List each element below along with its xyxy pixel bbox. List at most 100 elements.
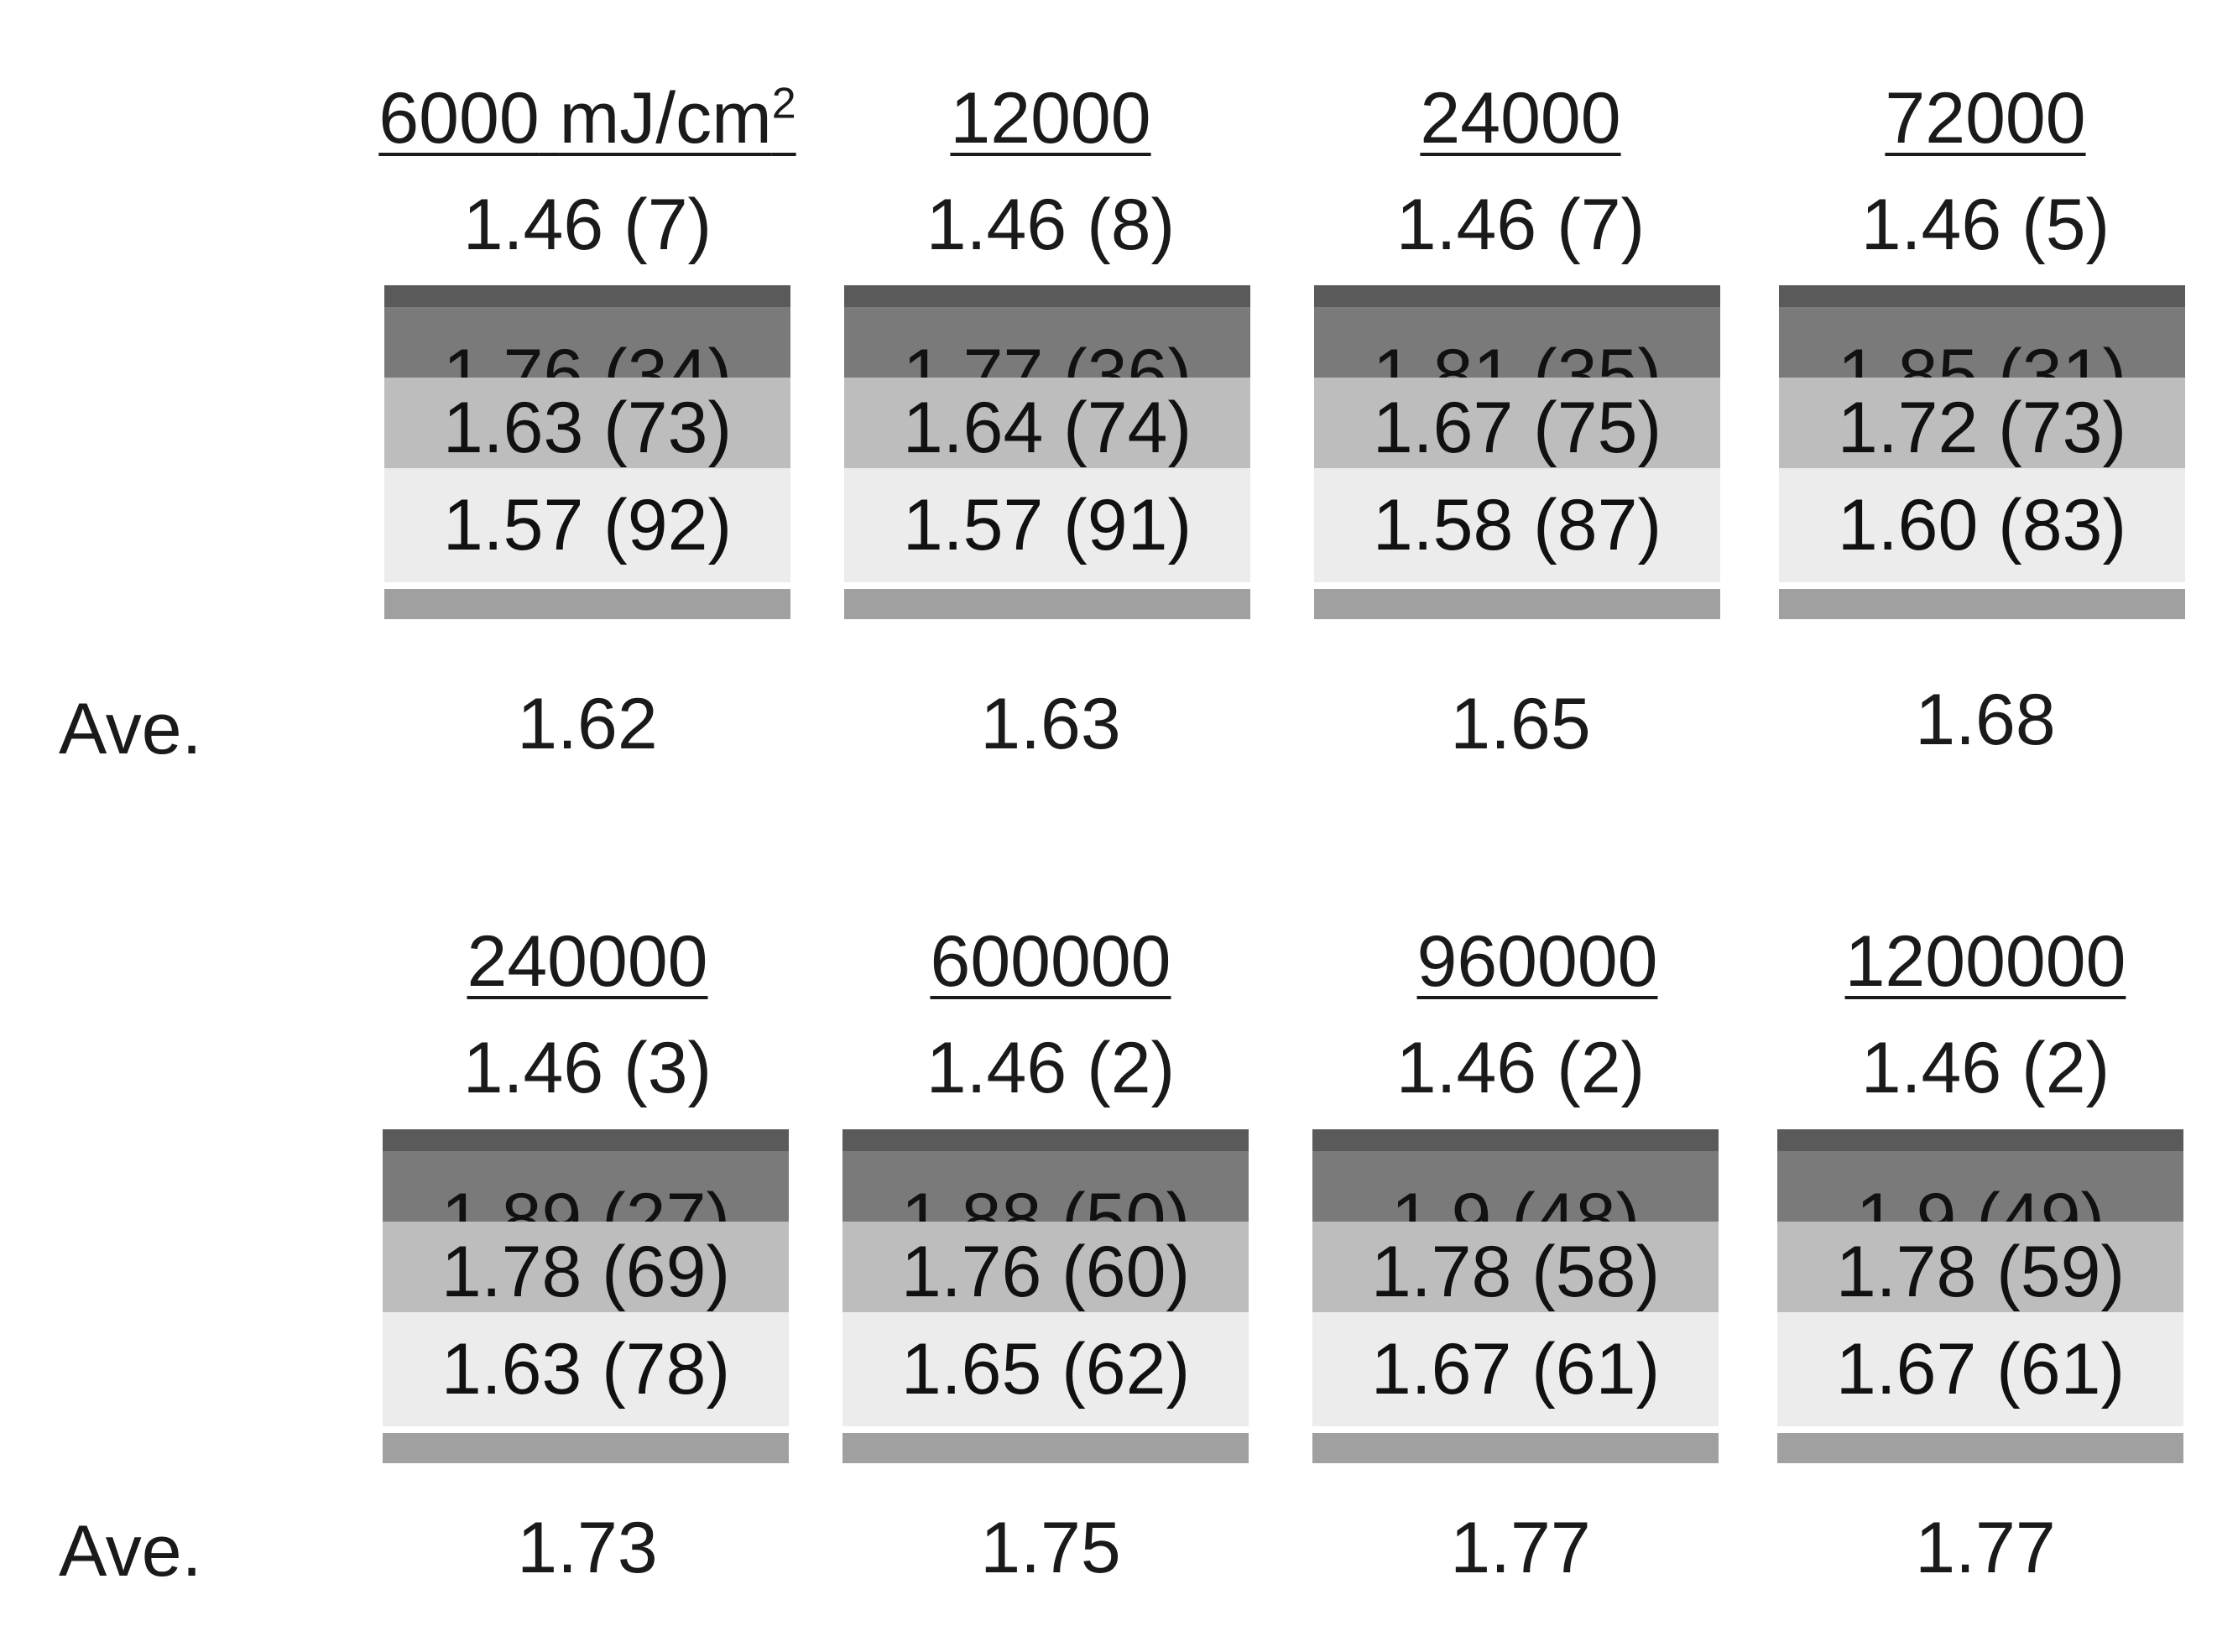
layer-gap (1312, 1426, 1719, 1433)
middle-layer-value: 1.63 (73) (443, 392, 732, 464)
layer-stack: 1.85 (31) 1.72 (73) 1.60 (83) (1779, 285, 2185, 619)
substrate (1779, 589, 2185, 619)
average-row-label: Ave. (59, 1515, 202, 1587)
average-value: 1.73 (420, 1512, 755, 1584)
dose-value: 6000 (378, 78, 539, 159)
average-value: 1.63 (883, 688, 1218, 760)
substrate (844, 589, 1250, 619)
middle-layer: 1.63 (73) (384, 378, 790, 468)
layer-gap (1777, 1426, 2183, 1433)
layer-stack: 1.81 (35) 1.67 (75) 1.58 (87) (1314, 285, 1720, 619)
layer-gap (842, 1426, 1249, 1433)
bottom-layer: 1.65 (62) (842, 1312, 1249, 1426)
average-value: 1.77 (1353, 1512, 1688, 1584)
dose-header: 960000 (1369, 925, 1705, 998)
bottom-layer-value: 1.67 (61) (1371, 1333, 1660, 1405)
middle-layer: 1.67 (75) (1314, 378, 1720, 468)
layer-gap (383, 1426, 789, 1433)
dose-header: 24000 (1353, 82, 1688, 154)
cap-layer (1314, 285, 1720, 307)
bottom-layer-value: 1.58 (87) (1373, 489, 1661, 561)
cap-layer (844, 285, 1250, 307)
middle-layer: 1.64 (74) (844, 378, 1250, 468)
middle-layer-value: 1.78 (58) (1371, 1236, 1660, 1308)
dose-unit-superscript: 2 (772, 79, 796, 128)
bottom-layer: 1.57 (91) (844, 468, 1250, 582)
dose-header: 12000 (883, 82, 1218, 154)
middle-layer: 1.72 (73) (1779, 378, 2185, 468)
substrate (1314, 589, 1720, 619)
middle-layer-value: 1.72 (73) (1838, 392, 2126, 464)
layer-gap (1314, 582, 1720, 589)
dose-header: 1200000 (1809, 925, 2162, 998)
substrate (1777, 1433, 2183, 1463)
surface-layer-value: 1.46 (2) (1319, 1032, 1722, 1104)
bottom-layer: 1.60 (83) (1779, 468, 2185, 582)
bottom-layer: 1.58 (87) (1314, 468, 1720, 582)
layer-gap (1779, 582, 2185, 589)
cap-layer (383, 1129, 789, 1151)
dose-header: 6000 mJ/cm2 (352, 82, 822, 154)
substrate (842, 1433, 1249, 1463)
top-layer: 1.89 (27) (383, 1151, 789, 1222)
average-value: 1.65 (1353, 688, 1688, 760)
cap-layer (1779, 285, 2185, 307)
bottom-layer: 1.57 (92) (384, 468, 790, 582)
substrate (1312, 1433, 1719, 1463)
dose-unit: mJ/cm (560, 78, 772, 159)
dose-header: 72000 (1818, 82, 2153, 154)
surface-layer-value: 1.46 (2) (1784, 1032, 2187, 1104)
middle-layer-value: 1.76 (60) (901, 1236, 1190, 1308)
surface-layer-value: 1.46 (5) (1784, 189, 2187, 261)
bottom-layer-value: 1.63 (78) (441, 1333, 730, 1405)
average-value: 1.77 (1818, 1512, 2153, 1584)
middle-layer-value: 1.78 (69) (441, 1236, 730, 1308)
bottom-layer-value: 1.60 (83) (1838, 489, 2126, 561)
average-value: 1.68 (1818, 684, 2153, 756)
top-layer: 1.85 (31) (1779, 307, 2185, 378)
middle-layer: 1.76 (60) (842, 1222, 1249, 1312)
bottom-layer: 1.67 (61) (1312, 1312, 1719, 1426)
layer-stack: 1.9 (48) 1.78 (58) 1.67 (61) (1312, 1129, 1719, 1463)
top-layer: 1.9 (49) (1777, 1151, 2183, 1222)
layer-stack: 1.9 (49) 1.78 (59) 1.67 (61) (1777, 1129, 2183, 1463)
dose-header: 600000 (883, 925, 1218, 998)
bottom-layer-value: 1.57 (91) (903, 489, 1192, 561)
layer-stack: 1.77 (36) 1.64 (74) 1.57 (91) (844, 285, 1250, 619)
bottom-layer: 1.67 (61) (1777, 1312, 2183, 1426)
surface-layer-value: 1.46 (8) (849, 189, 1252, 261)
middle-layer: 1.78 (69) (383, 1222, 789, 1312)
top-layer: 1.9 (48) (1312, 1151, 1719, 1222)
cap-layer (842, 1129, 1249, 1151)
top-layer: 1.76 (34) (384, 307, 790, 378)
bottom-layer-value: 1.67 (61) (1836, 1333, 2125, 1405)
cap-layer (1312, 1129, 1719, 1151)
top-layer: 1.77 (36) (844, 307, 1250, 378)
layer-gap (844, 582, 1250, 589)
cap-layer (1777, 1129, 2183, 1151)
surface-layer-value: 1.46 (2) (849, 1032, 1252, 1104)
substrate (383, 1433, 789, 1463)
middle-layer: 1.78 (58) (1312, 1222, 1719, 1312)
surface-layer-value: 1.46 (7) (386, 189, 789, 261)
layer-stack: 1.88 (50) 1.76 (60) 1.65 (62) (842, 1129, 1249, 1463)
bottom-layer-value: 1.65 (62) (901, 1333, 1190, 1405)
surface-layer-value: 1.46 (3) (386, 1032, 789, 1104)
layer-stack: 1.89 (27) 1.78 (69) 1.63 (78) (383, 1129, 789, 1463)
middle-layer: 1.78 (59) (1777, 1222, 2183, 1312)
layer-stack: 1.76 (34) 1.63 (73) 1.57 (92) (384, 285, 790, 619)
top-layer: 1.81 (35) (1314, 307, 1720, 378)
dose-header: 240000 (420, 925, 755, 998)
bottom-layer: 1.63 (78) (383, 1312, 789, 1426)
middle-layer-value: 1.67 (75) (1373, 392, 1661, 464)
middle-layer-value: 1.78 (59) (1836, 1236, 2125, 1308)
average-row-label: Ave. (59, 693, 202, 765)
middle-layer-value: 1.64 (74) (903, 392, 1192, 464)
top-layer: 1.88 (50) (842, 1151, 1249, 1222)
bottom-layer-value: 1.57 (92) (443, 489, 732, 561)
substrate (384, 589, 790, 619)
average-value: 1.75 (883, 1512, 1218, 1584)
layer-gap (384, 582, 790, 589)
cap-layer (384, 285, 790, 307)
surface-layer-value: 1.46 (7) (1319, 189, 1722, 261)
